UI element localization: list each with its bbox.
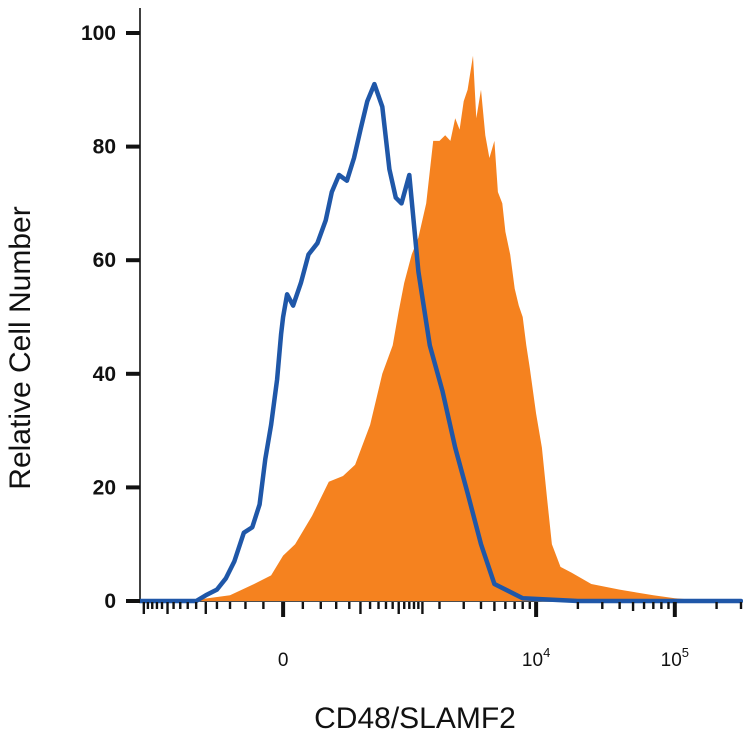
y-axis-ticks: 0 20 40 60 80 100 xyxy=(81,22,140,613)
y-tick-label: 20 xyxy=(93,476,116,499)
y-tick-label: 0 xyxy=(104,590,116,613)
y-tick-label: 60 xyxy=(93,249,116,272)
x-tick-label: 0 xyxy=(278,650,289,671)
x-tick-base: 10 xyxy=(661,650,682,671)
x-tick-exponent: 4 xyxy=(543,645,550,660)
x-tick-label: 105 xyxy=(661,645,689,671)
x-axis-ticks: 0 104 105 xyxy=(142,602,743,671)
x-tick-base: 0 xyxy=(278,650,289,671)
x-tick-label: 104 xyxy=(522,645,550,671)
outline-histogram-series xyxy=(137,81,743,604)
series-layer xyxy=(137,55,743,604)
y-tick-label: 80 xyxy=(93,136,116,159)
filled-histogram-series xyxy=(140,55,741,601)
x-axis-title: CD48/SLAMF2 xyxy=(314,702,516,735)
x-tick-base: 10 xyxy=(522,650,543,671)
y-tick-label: 40 xyxy=(93,363,116,386)
x-tick-exponent: 5 xyxy=(682,645,689,660)
y-tick-label: 100 xyxy=(81,22,116,45)
y-axis-title: Relative Cell Number xyxy=(4,206,37,489)
